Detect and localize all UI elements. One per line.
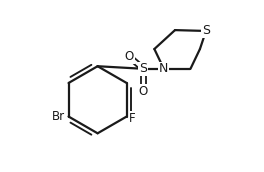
Text: F: F: [129, 112, 136, 125]
Text: Br: Br: [52, 110, 65, 123]
Text: O: O: [125, 50, 134, 63]
Text: S: S: [139, 62, 147, 75]
Text: N: N: [159, 62, 168, 75]
Text: O: O: [139, 85, 148, 98]
Text: S: S: [202, 24, 210, 37]
